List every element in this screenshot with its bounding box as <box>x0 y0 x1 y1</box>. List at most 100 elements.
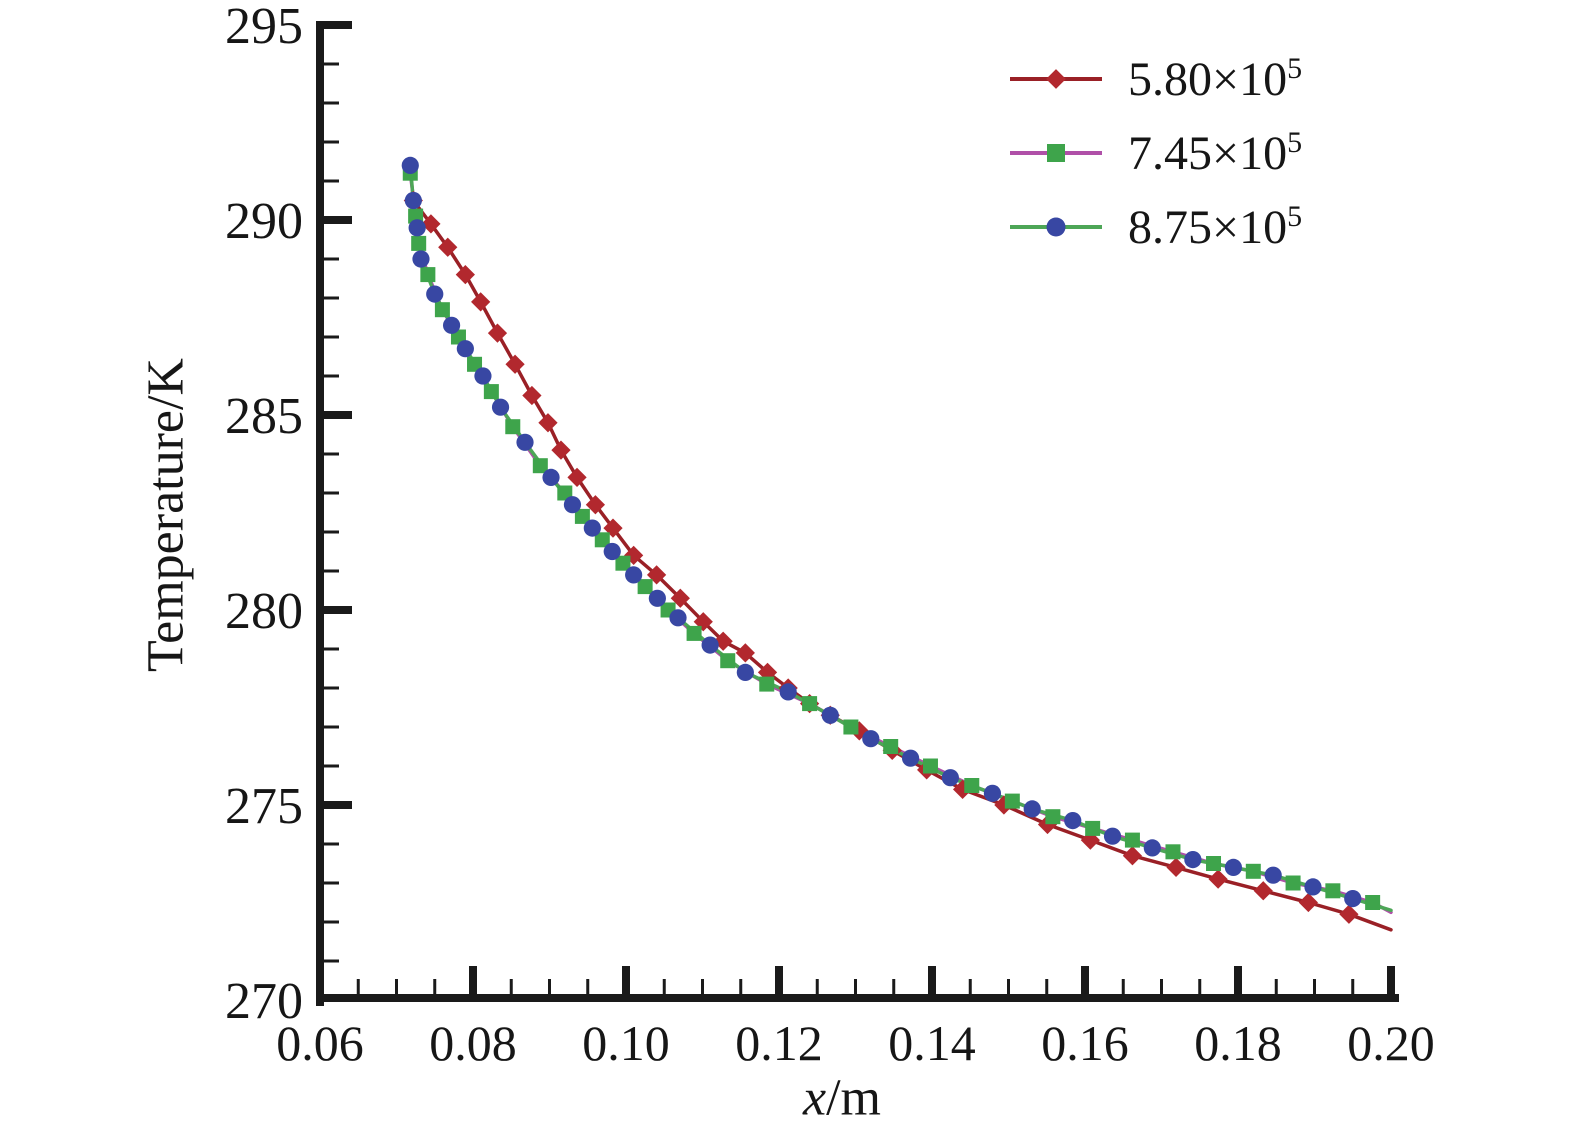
x-minor-tick <box>586 979 590 994</box>
legend-label: 8.75×105 <box>1128 200 1302 255</box>
x-minor-tick <box>968 979 972 994</box>
legend-swatch-green-circle <box>1010 217 1102 237</box>
square-marker-icon <box>883 739 899 754</box>
circle-marker-icon <box>625 566 643 584</box>
y-minor-tick <box>324 881 339 885</box>
x-tick-label: 0.20 <box>1347 1015 1435 1071</box>
x-major-tick <box>622 966 630 994</box>
x-minor-tick <box>1198 979 1202 994</box>
legend-swatch-red-diamond <box>1010 69 1102 89</box>
y-minor-tick <box>324 569 339 573</box>
y-minor-tick <box>324 296 339 300</box>
x-minor-tick <box>815 979 819 994</box>
y-minor-tick <box>324 452 339 456</box>
square-marker-icon <box>1047 144 1065 162</box>
legend-label-exponent: 5 <box>1287 125 1303 159</box>
circle-marker-icon <box>736 663 754 682</box>
circle-marker-icon <box>983 784 1002 802</box>
diamond-marker-icon <box>1339 904 1359 924</box>
circle-marker-icon <box>583 519 601 537</box>
square-marker-icon <box>434 302 450 318</box>
diamond-marker-icon <box>735 643 755 663</box>
x-major-tick <box>928 966 936 994</box>
y-tick-label: 295 <box>225 0 303 55</box>
x-minor-tick <box>1274 979 1278 994</box>
x-minor-tick <box>892 979 896 994</box>
x-minor-tick <box>433 979 437 994</box>
x-minor-tick <box>509 979 513 994</box>
x-major-tick <box>469 966 477 994</box>
square-marker-icon <box>420 267 436 283</box>
legend-label-base: 5.80×10 <box>1128 52 1288 106</box>
y-minor-tick <box>324 62 339 66</box>
y-minor-tick <box>324 491 339 495</box>
square-marker-icon <box>505 419 521 435</box>
square-marker-icon <box>1004 793 1020 809</box>
y-minor-tick <box>324 530 339 534</box>
series-line-0 <box>411 198 1393 932</box>
diamond-marker-icon <box>438 237 458 257</box>
square-marker-icon <box>922 758 938 774</box>
y-major-tick <box>324 411 352 419</box>
legend-label-base: 8.75×10 <box>1128 200 1288 254</box>
circle-marker-icon <box>426 285 444 303</box>
x-minor-tick <box>701 979 704 994</box>
square-marker-icon <box>1165 844 1181 860</box>
legend-label: 7.45×105 <box>1128 126 1302 181</box>
circle-marker-icon <box>1344 890 1362 908</box>
square-marker-icon <box>802 696 818 712</box>
y-tick-label: 270 <box>225 973 303 1030</box>
y-minor-tick <box>324 725 339 729</box>
square-marker-icon <box>964 778 980 793</box>
circle-marker-icon <box>648 589 666 607</box>
square-marker-icon <box>557 485 573 501</box>
circle-marker-icon <box>1046 217 1066 237</box>
circle-marker-icon <box>901 749 920 767</box>
square-marker-icon <box>1285 875 1301 891</box>
square-marker-icon <box>1325 883 1341 899</box>
diamond-marker-icon <box>505 354 525 374</box>
square-marker-icon <box>594 532 610 548</box>
x-minor-tick <box>1045 979 1049 994</box>
circle-marker-icon <box>1143 839 1161 857</box>
square-marker-icon <box>532 458 548 474</box>
diamond-marker-icon <box>1298 892 1318 913</box>
circle-marker-icon <box>1304 878 1322 896</box>
x-minor-tick <box>395 979 398 994</box>
x-minor-tick <box>356 979 360 994</box>
circle-marker-icon <box>1023 800 1041 818</box>
y-minor-tick <box>324 959 339 963</box>
x-minor-tick <box>1121 979 1125 994</box>
circle-marker-icon <box>563 496 582 514</box>
y-major-tick <box>324 606 352 614</box>
y-minor-tick <box>324 842 339 846</box>
square-marker-icon <box>637 579 653 595</box>
x-tick-label: 0.06 <box>276 1015 364 1071</box>
x-major-tick <box>775 966 783 994</box>
circle-marker-icon <box>401 156 419 174</box>
x-tick-label: 0.16 <box>1041 1015 1129 1071</box>
y-minor-tick <box>324 140 339 144</box>
diamond-marker-icon <box>538 413 558 433</box>
circle-marker-icon <box>669 609 687 627</box>
legend-label-exponent: 5 <box>1287 199 1303 233</box>
square-marker-icon <box>843 719 859 735</box>
circle-marker-icon <box>1224 858 1243 877</box>
diamond-marker-icon <box>1166 857 1186 878</box>
circle-marker-icon <box>412 250 430 268</box>
x-minor-tick <box>854 979 857 994</box>
x-tick-label: 0.12 <box>735 1015 823 1071</box>
y-minor-tick <box>324 374 339 378</box>
circle-marker-icon <box>408 219 426 237</box>
x-tick-label: 0.08 <box>429 1015 517 1071</box>
legend-label: 5.80×105 <box>1128 52 1302 107</box>
square-marker-icon <box>467 356 483 372</box>
diamond-marker-icon <box>522 385 542 406</box>
circle-marker-icon <box>542 468 560 486</box>
x-minor-tick <box>739 979 743 994</box>
square-marker-icon <box>1365 895 1381 910</box>
square-marker-icon <box>574 508 590 524</box>
legend-label-exponent: 5 <box>1287 51 1303 85</box>
